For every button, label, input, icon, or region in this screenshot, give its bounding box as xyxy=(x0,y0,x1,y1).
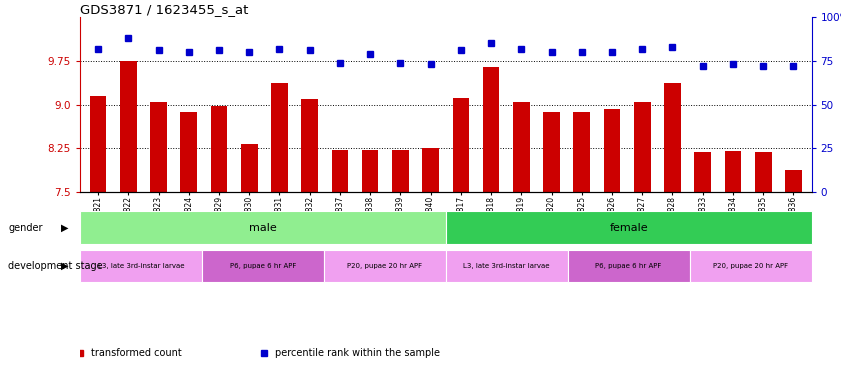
Bar xyxy=(446,211,812,244)
Bar xyxy=(392,150,409,192)
Bar xyxy=(690,250,812,282)
Text: L3, late 3rd-instar larvae: L3, late 3rd-instar larvae xyxy=(98,263,184,269)
Bar xyxy=(271,83,288,192)
Bar xyxy=(513,102,530,192)
Text: P6, pupae 6 hr APF: P6, pupae 6 hr APF xyxy=(230,263,296,269)
Bar xyxy=(331,150,348,192)
Bar xyxy=(210,106,227,192)
Bar xyxy=(452,98,469,192)
Bar xyxy=(568,250,690,282)
Bar xyxy=(483,67,500,192)
Text: GDS3871 / 1623455_s_at: GDS3871 / 1623455_s_at xyxy=(80,3,248,16)
Text: ▶: ▶ xyxy=(61,261,68,271)
Bar xyxy=(755,152,771,192)
Text: female: female xyxy=(610,222,648,233)
Bar xyxy=(202,250,324,282)
Bar xyxy=(362,150,378,192)
Bar xyxy=(604,109,621,192)
Text: percentile rank within the sample: percentile rank within the sample xyxy=(275,348,440,358)
Bar xyxy=(574,112,590,192)
Text: gender: gender xyxy=(8,222,43,233)
Bar xyxy=(664,83,681,192)
Bar xyxy=(80,211,446,244)
Bar xyxy=(785,170,801,192)
Bar xyxy=(181,112,197,192)
Text: transformed count: transformed count xyxy=(91,348,182,358)
Text: P6, pupae 6 hr APF: P6, pupae 6 hr APF xyxy=(595,263,662,269)
Bar xyxy=(446,250,568,282)
Text: P20, pupae 20 hr APF: P20, pupae 20 hr APF xyxy=(713,263,788,269)
Bar xyxy=(90,96,106,192)
Bar xyxy=(151,102,167,192)
Bar xyxy=(324,250,446,282)
Bar xyxy=(543,112,560,192)
Bar xyxy=(120,61,136,192)
Bar xyxy=(301,99,318,192)
Bar xyxy=(634,102,651,192)
Bar xyxy=(695,152,711,192)
Bar xyxy=(241,144,257,192)
Text: male: male xyxy=(249,222,277,233)
Text: L3, late 3rd-instar larvae: L3, late 3rd-instar larvae xyxy=(463,263,550,269)
Bar xyxy=(725,151,741,192)
Text: P20, pupae 20 hr APF: P20, pupae 20 hr APF xyxy=(347,263,422,269)
Text: ▶: ▶ xyxy=(61,222,68,233)
Bar xyxy=(80,250,202,282)
Text: development stage: development stage xyxy=(8,261,103,271)
Bar xyxy=(422,148,439,192)
